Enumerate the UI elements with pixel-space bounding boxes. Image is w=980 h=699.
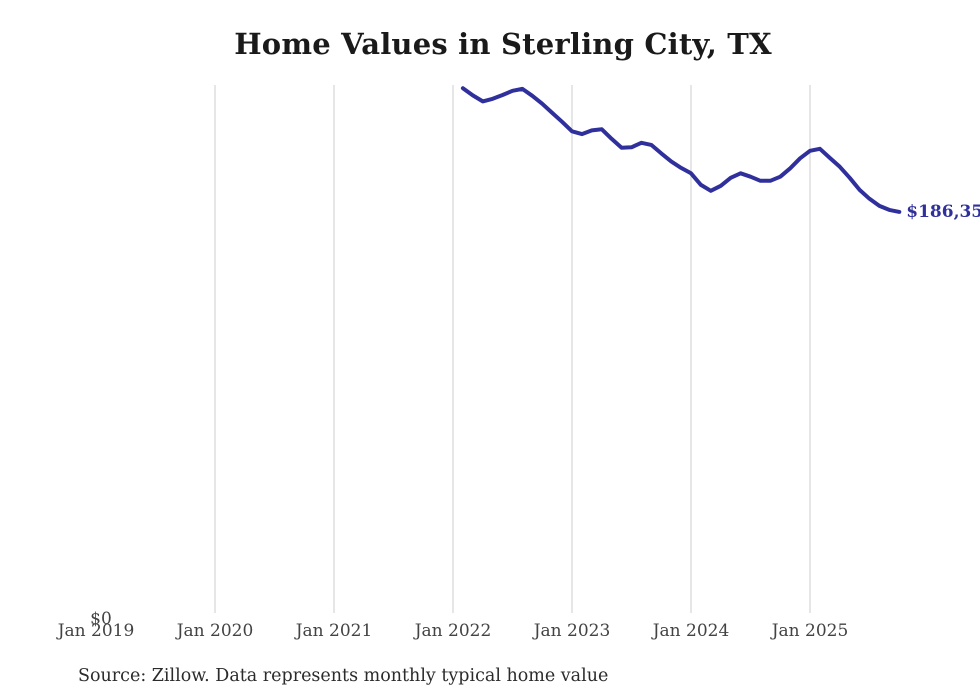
value-line <box>460 86 902 214</box>
gridlines <box>214 85 811 613</box>
x-axis-tick-label: Jan 2022 <box>414 621 492 641</box>
x-axis-tick-label: Jan 2020 <box>176 621 254 641</box>
x-axis-tick-label: Jan 2025 <box>771 621 849 641</box>
x-axis-tick-label: Jan 2023 <box>533 621 611 641</box>
end-value-label: $186,350 <box>906 201 980 222</box>
source-note: Source: Zillow. Data represents monthly … <box>78 666 609 686</box>
x-axis-tick-label: Jan 2024 <box>652 621 730 641</box>
x-axis-tick-label: Jan 2019 <box>57 621 135 641</box>
chart-title: Home Values in Sterling City, TX <box>234 27 772 61</box>
y-axis-zero-label: $0 <box>90 609 112 629</box>
x-axis-tick-label: Jan 2021 <box>295 621 373 641</box>
